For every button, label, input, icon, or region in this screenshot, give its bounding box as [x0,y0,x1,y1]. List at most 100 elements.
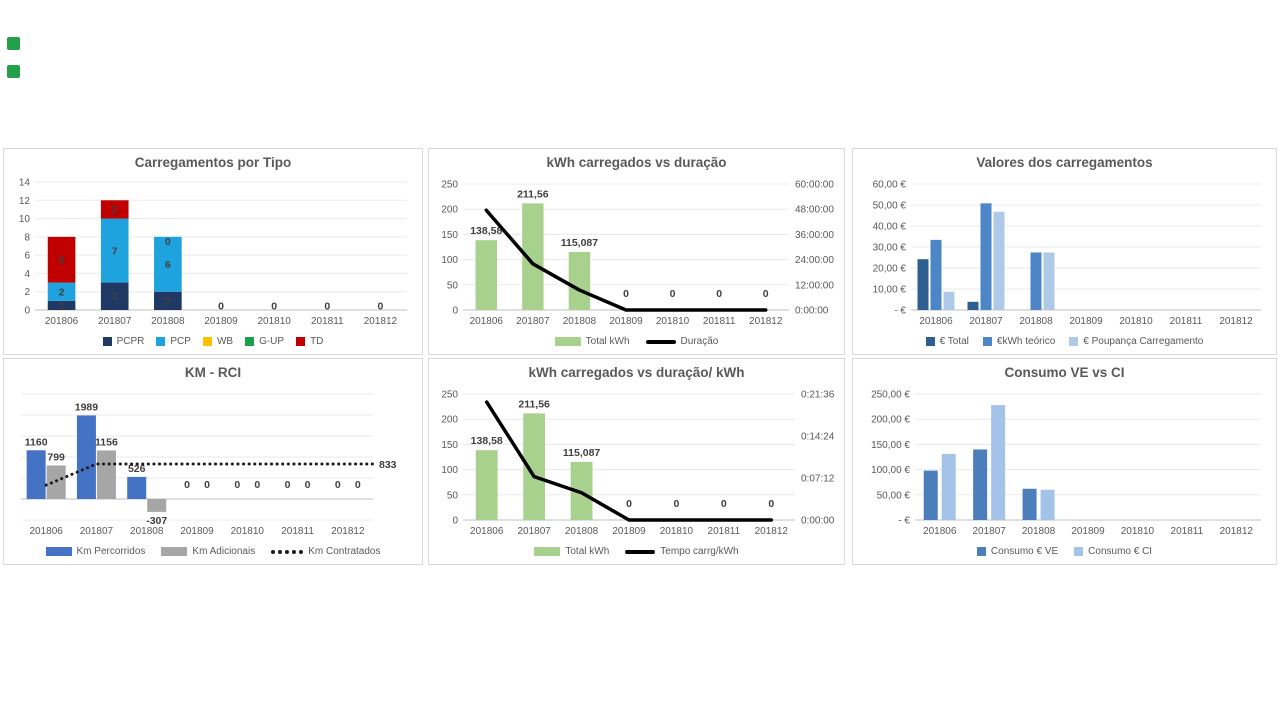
y-axis-tick: 0 [24,306,30,317]
legend-label: Km Contratados [308,546,381,557]
y-axis-tick: 40,00 € [872,222,906,233]
x-axis-tick: 201809 [1071,526,1105,537]
bar-segment [47,300,76,310]
x-axis-tick: 201808 [564,526,598,537]
y-axis-tick: 0 [452,516,458,527]
y-axis-tick: 0 [452,306,458,317]
bar-segment [154,291,182,310]
y2-axis-tick: 0:00:00 [795,306,829,317]
x-axis-tick: 201806 [469,316,503,327]
x-axis-tick: 201810 [257,316,291,327]
chart-legend: Km Percorridos Km Adicionais Km Contratado… [45,546,381,564]
green-square-marker-2[interactable] [7,65,20,78]
bar [1040,489,1055,520]
bar-label: 0 [254,479,260,491]
bar-label: 0 [165,236,171,248]
x-axis-tick: 201812 [1219,526,1253,537]
bar-label: 2 [112,204,118,216]
bar-label: 1156 [95,436,118,448]
y-axis-tick: 60,00 € [872,180,906,191]
legend-item: PCP [156,336,191,347]
y-axis-tick: 150 [441,230,458,241]
line-series [484,208,767,312]
chart-panel-consumo-ve-vs-ci[interactable]: Consumo VE vs CI 250,00 € 200,00 € 150,00 … [852,358,1277,565]
chart-plot-area: 201806 201807 201808 201809 201810 201811 2018… [21,393,397,537]
bar-label: 0 [762,288,768,300]
y-axis-tick: 30,00 € [872,243,906,254]
y2-axis-tick: 0:21:36 [801,390,835,401]
line-series [484,400,773,522]
legend-label: TD [310,336,324,347]
x-axis-tick: 201812 [754,526,788,537]
legend-marker-sq [102,337,112,346]
bar-label: 0 [271,301,277,313]
x-axis-tick: 201807 [98,316,132,327]
bar-label: 0 [626,498,632,510]
chart-panel-km-rci[interactable]: KM - RCI 201806 201807 201808 201809 201810 2… [3,358,423,565]
bar [127,476,147,499]
chart-panel-kwh-vs-duracao[interactable]: kWh carregados vs duração 250 200 150 100 50… [428,148,845,355]
bar-label: 0 [324,301,330,313]
y-axis-tick: 20,00 € [872,264,906,275]
bar-label: 2 [59,287,65,299]
legend-item: Tempo carrg/kWh [625,546,739,557]
x-axis-tick: 201811 [311,316,344,327]
bar [475,240,497,310]
bar-segment [100,282,129,310]
legend-marker-sq [245,337,255,346]
legend-item: Consumo € CI [1074,546,1152,557]
bar-label: 0 [305,479,311,491]
bar-label: 0 [669,288,675,300]
y2-axis-tick: 0:00:00 [801,516,835,527]
legend-marker-sq [982,337,992,346]
bar-label: 0 [218,301,224,313]
bar [923,470,938,520]
chart-title: kWh carregados vs duração [546,155,727,170]
x-axis-tick: 201807 [972,526,1006,537]
bar-label: 0 [335,479,341,491]
bar [1043,252,1054,310]
chart-panel-valores-carregamentos[interactable]: Valores dos carregamentos 60,00 € 50,00 €… [852,148,1277,355]
y2-axis-tick: 24:00:00 [795,255,834,266]
legend-item: Total kWh [534,546,609,557]
y-axis-tick: 50 [446,490,458,501]
legend-label: G-UP [259,336,285,347]
bar-segment [100,200,129,219]
y-axis-tick: 6 [24,251,30,262]
legend-item: G-UP [245,336,284,347]
x-axis-tick: 201808 [151,316,185,327]
legend-marker-sq [1074,547,1084,556]
bar-label: 5 [59,255,65,267]
legend-label: PCPR [116,336,145,347]
bar-label: 0 [234,479,240,491]
legend-item: WB [202,336,233,347]
chart-panel-carregamentos-por-tipo[interactable]: Carregamentos por Tipo 14 12 10 8 6 4 2 0 201806… [3,148,423,355]
chart-legend: Total kWh Tempo carrg/kWh [534,546,739,564]
bar-label: 799 [47,451,65,463]
chart-plot-area: 250 200 150 100 50 0 60:00:00 48:00:00 36:00:00 2… [441,180,834,328]
legend-item: Km Adicionais [161,546,255,557]
bar [1022,488,1037,520]
bar [993,211,1004,310]
legend-marker-bar [534,547,561,556]
bar-segment [100,218,129,283]
line-end-label: 833 [379,459,397,471]
bar-label: -307 [146,515,167,527]
bar [972,449,987,520]
legend-label: € Total [939,336,969,347]
y-axis-tick: - € [894,306,906,317]
green-square-marker-1[interactable] [7,37,20,50]
bar-label: 3 [112,291,118,303]
bar [76,415,96,499]
legend-marker-sq [925,337,935,346]
legend-marker-sq [202,337,212,346]
legend-item: €kWh teórico [982,336,1055,347]
legend-marker-sq [296,337,306,346]
bar-label: 1160 [25,436,48,448]
y-axis-tick: 12 [19,196,31,207]
bar-label: 0 [355,479,361,491]
chart-legend: PCPR PCP WB G-UP TD [102,336,324,354]
chart-panel-kwh-vs-duracao-kwh[interactable]: kWh carregados vs duração/ kWh 250 200 150… [428,358,845,565]
y-axis-tick: 10 [19,214,31,225]
bar-label: 0 [623,288,629,300]
